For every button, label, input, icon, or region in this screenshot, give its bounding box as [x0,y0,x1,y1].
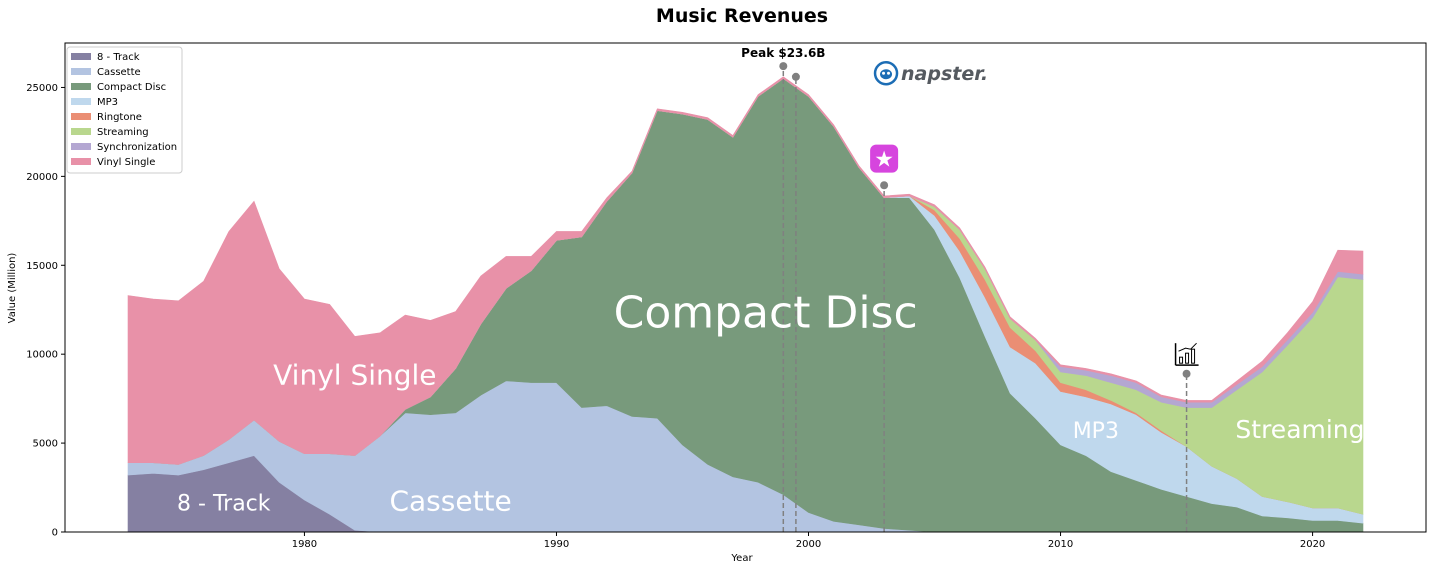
x-axis-label: Year [730,553,753,564]
area-label-streaming: Streaming [1235,415,1364,444]
legend-item-ringtone: Ringtone [71,112,142,123]
area-label-8-track: 8 - Track [177,492,271,517]
legend-item-compact-disc: Compact Disc [71,82,166,93]
y-tick-label: 10000 [26,350,58,361]
chart-title: Music Revenues [656,5,828,27]
svg-text:★: ★ [874,148,894,173]
legend-swatch [71,128,91,135]
event-markers: Peak $23.6B [741,46,1191,532]
legend-label: Synchronization [97,142,177,153]
y-tick-label: 25000 [26,83,58,94]
logos: napster. ★ [870,60,1199,366]
legend-label: Cassette [97,67,141,78]
legend-item-8-track: 8 - Track [71,52,140,63]
area-label-mp3: MP3 [1073,419,1119,444]
x-tick-label: 1980 [292,539,317,550]
x-tick-label: 2000 [796,539,821,550]
legend-swatch [71,68,91,75]
legend-box [66,46,183,174]
svg-text:napster.: napster. [901,63,988,85]
x-tick-label: 2020 [1300,539,1325,550]
legend-item-streaming: Streaming [71,127,149,138]
x-axis-ticks: 1980 1990 2000 2010 2020 [292,532,1325,550]
legend-swatch [71,113,91,120]
y-axis-ticks: 0 5000 10000 15000 20000 25000 [26,83,65,539]
legend-swatch [71,158,91,165]
area-label-cassette: Cassette [389,485,511,518]
legend: 8 - Track Cassette Compact Disc MP3 Ringtone… [66,46,183,174]
bar-chart-icon [1174,342,1199,366]
area-label-compact-disc: Compact Disc [614,288,918,339]
y-tick-label: 0 [52,528,58,539]
stacked-areas [127,76,1364,533]
y-tick-label: 20000 [26,172,58,183]
legend-label: Streaming [97,127,149,138]
legend-label: Compact Disc [97,82,166,93]
event-marker-dot [779,62,788,71]
napster-logo: napster. [873,60,988,86]
area-vinyl-single [127,76,1364,465]
area-label-vinyl-single: Vinyl Single [273,358,436,391]
event-marker-dot [880,181,889,190]
legend-swatch [71,83,91,90]
legend-swatch [71,143,91,150]
event-marker-dot [1182,369,1191,378]
legend-item-cassette: Cassette [71,67,141,78]
peak-annotation: Peak $23.6B [741,46,825,60]
legend-item-mp3: MP3 [71,97,118,108]
legend-swatch [71,98,91,105]
y-tick-label: 15000 [26,261,58,272]
legend-item-vinyl-single: Vinyl Single [71,157,155,168]
legend-item-synchronization: Synchronization [71,142,177,153]
x-tick-label: 2010 [1048,539,1073,550]
legend-label: MP3 [97,97,118,108]
plot-frame [64,42,1427,533]
legend-label: Vinyl Single [97,157,155,168]
y-axis-label: Value (Million) [7,253,18,324]
y-tick-label: 5000 [33,439,58,450]
star-icon: ★ [870,144,899,173]
event-marker-dot [791,72,800,81]
x-tick-label: 1990 [544,539,569,550]
legend-label: 8 - Track [97,52,140,63]
legend-swatch [71,53,91,60]
legend-label: Ringtone [97,112,142,123]
area-labels: 8 - Track Cassette Vinyl Single Compact Dis… [177,288,1365,518]
